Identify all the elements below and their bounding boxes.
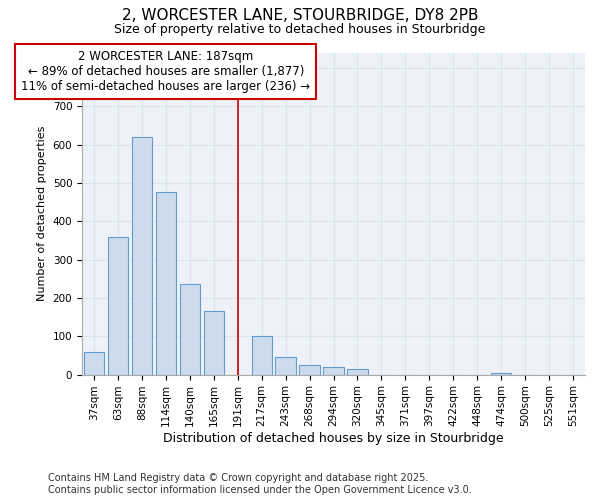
X-axis label: Distribution of detached houses by size in Stourbridge: Distribution of detached houses by size …: [163, 432, 504, 445]
Text: Size of property relative to detached houses in Stourbridge: Size of property relative to detached ho…: [115, 22, 485, 36]
Y-axis label: Number of detached properties: Number of detached properties: [37, 126, 47, 301]
Bar: [275, 358, 296, 374]
Text: 2, WORCESTER LANE, STOURBRIDGE, DY8 2PB: 2, WORCESTER LANE, STOURBRIDGE, DY8 2PB: [122, 8, 478, 22]
Bar: [347, 369, 368, 374]
Bar: [156, 192, 176, 374]
Bar: [108, 236, 128, 374]
Bar: [299, 365, 320, 374]
Bar: [179, 284, 200, 374]
Bar: [251, 336, 272, 374]
Bar: [203, 312, 224, 374]
Bar: [323, 367, 344, 374]
Bar: [491, 372, 511, 374]
Text: 2 WORCESTER LANE: 187sqm
← 89% of detached houses are smaller (1,877)
11% of sem: 2 WORCESTER LANE: 187sqm ← 89% of detach…: [22, 50, 310, 93]
Bar: [84, 352, 104, 374]
Text: Contains HM Land Registry data © Crown copyright and database right 2025.
Contai: Contains HM Land Registry data © Crown c…: [48, 474, 472, 495]
Bar: [132, 137, 152, 374]
